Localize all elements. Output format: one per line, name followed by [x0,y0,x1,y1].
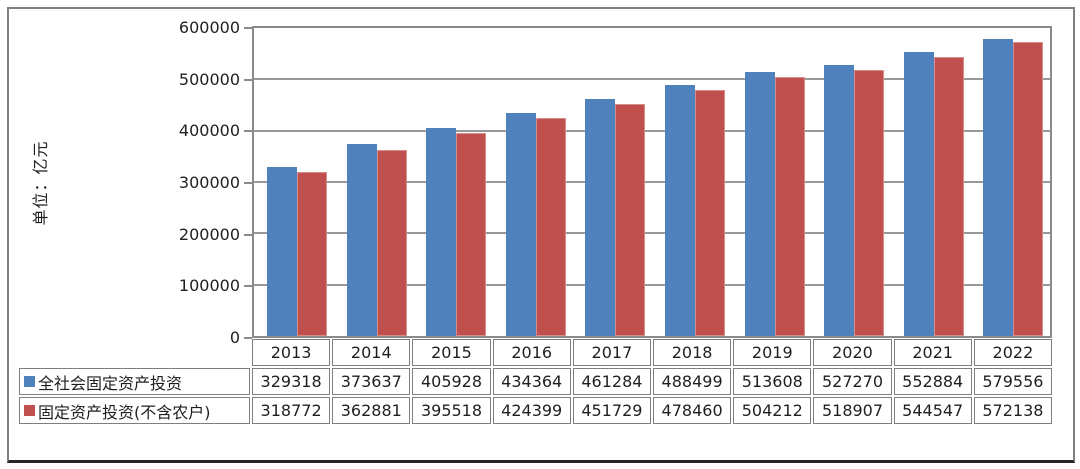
value-cell-2013-s0: 329318 [252,368,331,395]
year-cell-2014: 2014 [332,339,411,366]
bar-excl-rural-2017 [615,104,646,336]
bar-group-2013 [254,28,334,336]
year-cell-2015: 2015 [412,339,491,366]
bar-group-2017 [572,28,652,336]
value-cell-2016-s1: 424399 [492,397,571,424]
plot-area [252,26,1052,338]
bar-group-2021 [891,28,971,336]
bar-excl-rural-2021 [933,56,964,336]
legend-cell-excl-rural: 固定资产投资(不含农户) [19,397,250,424]
bar-group-2015 [413,28,493,336]
bar-excl-rural-2015 [456,133,487,336]
bar-total-2020 [824,65,855,336]
bar-total-2018 [664,85,695,336]
value-cell-2021-s1: 544547 [893,397,972,424]
value-cell-2019-s0: 513608 [733,368,812,395]
value-cell-2022-s1: 572138 [973,397,1052,424]
value-cell-2015-s0: 405928 [412,368,491,395]
bar-excl-rural-2018 [694,90,725,336]
value-cell-2020-s0: 527270 [813,368,892,395]
legend-label: 固定资产投资(不含农户) [38,402,211,422]
value-cell-2014-s0: 373637 [332,368,411,395]
year-cell-2013: 2013 [252,339,331,366]
bar-group-2019 [732,28,812,336]
bar-group-2016 [493,28,573,336]
year-cell-2022: 2022 [973,339,1052,366]
value-cell-2015-s1: 395518 [412,397,491,424]
year-cell-2018: 2018 [652,339,732,366]
bar-excl-rural-2016 [535,118,566,336]
legend-cell-total: 全社会固定资产投资 [19,368,250,395]
bar-excl-rural-2014 [376,149,407,336]
value-cell-2021-s0: 552884 [893,368,972,395]
value-cell-2022-s0: 579556 [973,368,1052,395]
legend-swatch-red [24,405,35,416]
value-cell-2019-s1: 504212 [733,397,812,424]
legend-swatch-blue [24,376,35,387]
bar-excl-rural-2022 [1013,42,1044,336]
bar-total-2015 [426,127,457,336]
bar-excl-rural-2019 [774,77,805,336]
table-corner-spacer [19,339,250,366]
value-cell-2018-s0: 488499 [652,368,732,395]
bar-total-2019 [744,72,775,336]
value-cell-2017-s1: 451729 [572,397,651,424]
year-cell-2016: 2016 [492,339,571,366]
bar-excl-rural-2013 [297,172,327,336]
year-cell-2020: 2020 [813,339,892,366]
bar-total-2013 [267,167,297,336]
bar-total-2017 [585,99,616,336]
bar-excl-rural-2020 [854,69,885,336]
value-cell-2018-s1: 478460 [652,397,732,424]
bar-groups [254,28,1050,336]
bar-group-2020 [811,28,891,336]
value-cell-2017-s0: 461284 [572,368,651,395]
bar-group-2022 [970,28,1050,336]
year-cell-2021: 2021 [893,339,972,366]
legend-label: 全社会固定资产投资 [38,373,183,393]
value-cell-2016-s0: 434364 [492,368,571,395]
value-cell-2014-s1: 362881 [332,397,411,424]
value-cell-2020-s1: 518907 [813,397,892,424]
bar-total-2014 [346,144,377,336]
data-table: 2013 2014 2015 2016 2017 2018 2019 2020 2021 2022… [19,339,1052,424]
y-axis-title: 单位：亿元 [31,140,50,226]
value-cell-2013-s1: 318772 [252,397,331,424]
bar-group-2014 [334,28,414,336]
bar-total-2022 [983,38,1014,336]
year-cell-2017: 2017 [572,339,651,366]
bar-total-2016 [505,113,536,336]
bar-total-2021 [903,52,934,336]
bar-group-2018 [652,28,732,336]
year-cell-2019: 2019 [733,339,812,366]
